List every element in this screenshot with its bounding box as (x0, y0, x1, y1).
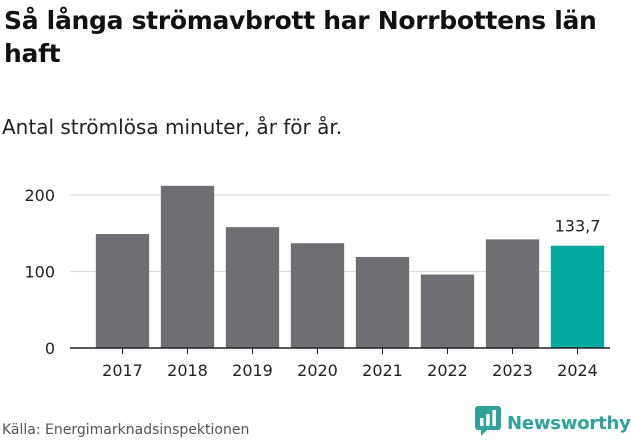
x-tick-label-2019: 2019 (232, 361, 273, 380)
bar-2024 (550, 245, 605, 348)
bar-2019 (225, 227, 280, 348)
x-tick-label-2018: 2018 (167, 361, 208, 380)
x-tick-label-2020: 2020 (297, 361, 338, 380)
bar-chart: 0 100 200 2017 2018 2019 2020 2021 2022 2023 2024 1… (24, 185, 610, 380)
brand-name: Newsworthy (507, 412, 631, 434)
bar-2017 (95, 234, 150, 348)
chart-subtitle: Antal strömlösa minuter, år för år. (2, 115, 343, 139)
chart-title: Så långa strömavbrott har Norrbottens lä… (4, 6, 597, 68)
bars (95, 185, 605, 348)
bar-2022 (420, 274, 475, 348)
y-tick-label-100: 100 (24, 263, 55, 282)
bar-2021 (355, 256, 410, 348)
bar-2018 (160, 185, 215, 348)
x-tick-label-2022: 2022 (427, 361, 468, 380)
brand-logo: Newsworthy (475, 406, 631, 440)
x-tick-label-2021: 2021 (362, 361, 403, 380)
x-tick-label-2024: 2024 (557, 361, 598, 380)
labels: 0 100 200 2017 2018 2019 2020 2021 2022 2023 2024 1… (24, 186, 600, 380)
x-tick-label-2023: 2023 (492, 361, 533, 380)
bar-2023 (485, 239, 540, 348)
data-label-2024: 133,7 (555, 217, 601, 236)
x-tick-label-2017: 2017 (102, 361, 143, 380)
bar-2020 (290, 243, 345, 348)
axes (70, 347, 610, 354)
source-note: Källa: Energimarknadsinspektionen (2, 422, 250, 438)
newsworthy-logo-icon (475, 406, 501, 440)
y-tick-label-0: 0 (45, 339, 55, 358)
y-tick-label-200: 200 (24, 186, 55, 205)
